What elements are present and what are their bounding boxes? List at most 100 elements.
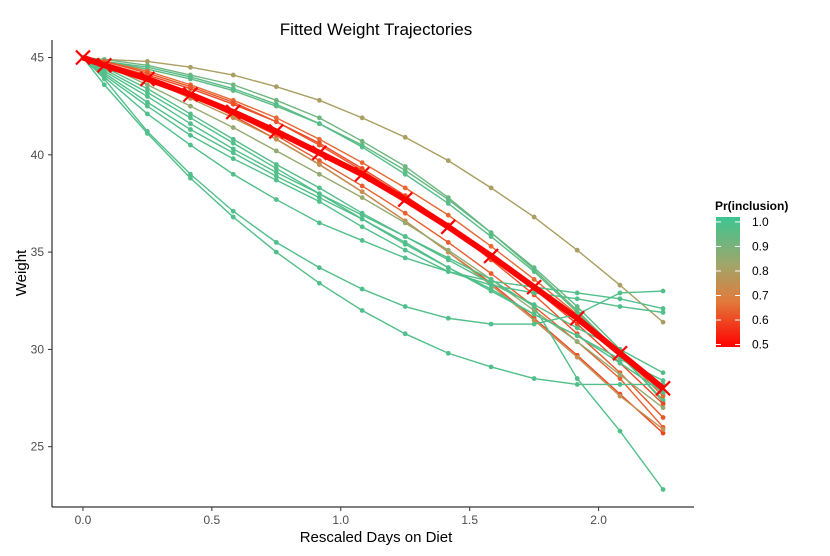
trajectory-point — [660, 401, 666, 407]
trajectory-point — [660, 306, 666, 311]
trajectory-point — [316, 142, 322, 148]
y-tick-label: 25 — [31, 440, 45, 454]
trajectory-point — [660, 405, 666, 411]
trajectory-point — [144, 111, 150, 117]
trajectory-point — [144, 99, 150, 105]
trajectory-point — [230, 125, 236, 130]
trajectory-point — [273, 166, 279, 171]
trajectory-point — [273, 197, 279, 202]
trajectory-point — [230, 140, 236, 146]
trajectory-point — [488, 185, 494, 191]
trajectory-point — [574, 354, 580, 360]
legend-label: 1.0 — [752, 215, 769, 229]
trajectory-point — [188, 64, 193, 70]
trajectory-point — [188, 103, 193, 109]
trajectory-point — [316, 185, 322, 191]
legend-label: 0.8 — [752, 264, 769, 278]
x-tick-label: 0.5 — [204, 513, 221, 527]
trajectory-point — [273, 173, 279, 179]
trajectory-point — [488, 364, 494, 370]
trajectory-point — [359, 286, 365, 292]
trajectory-point — [617, 428, 623, 434]
trajectory-point — [402, 331, 408, 337]
trajectory-point — [531, 376, 537, 381]
trajectory-point — [359, 160, 365, 165]
trajectory-point — [230, 146, 236, 152]
trajectory-point — [359, 216, 365, 222]
trajectory-point — [445, 269, 451, 274]
trajectory-point — [402, 247, 408, 253]
trajectory-19 — [80, 55, 666, 492]
trajectory-point — [617, 360, 623, 366]
trajectory-point — [660, 378, 666, 383]
trajectory-point — [359, 238, 365, 243]
trajectory-point — [617, 393, 623, 399]
trajectory-point — [359, 183, 365, 189]
trajectory-point — [316, 220, 322, 226]
trajectory-point — [531, 265, 537, 271]
trajectory-point — [273, 249, 279, 255]
trajectory-point — [445, 197, 451, 202]
trajectory-line — [82, 56, 664, 428]
trajectory-line — [82, 56, 664, 397]
legend-label: 0.5 — [752, 338, 769, 352]
trajectory-point — [402, 234, 408, 239]
mean-marker-x — [569, 310, 585, 327]
trajectory-5 — [80, 55, 666, 399]
y-tick-label: 35 — [31, 245, 45, 259]
mean-marker-x — [612, 345, 628, 362]
trajectory-point — [445, 158, 451, 164]
mean-marker-x — [225, 104, 242, 120]
trajectory-point — [574, 325, 580, 331]
mean-marker-x — [75, 49, 91, 66]
trajectory-18 — [80, 55, 666, 387]
trajectory-point — [445, 201, 451, 206]
mean-marker-x — [440, 219, 457, 235]
legend-label: 0.7 — [752, 288, 769, 302]
trajectory-point — [488, 286, 494, 292]
trajectory-point — [359, 212, 365, 218]
trajectory-point — [316, 265, 322, 271]
trajectory-point — [445, 265, 451, 271]
trajectory-16 — [80, 55, 666, 311]
trajectory-point — [230, 150, 236, 156]
trajectory-point — [574, 290, 580, 296]
trajectory-point — [488, 234, 494, 239]
trajectory-point — [273, 169, 279, 175]
mean-trajectory — [75, 49, 671, 397]
trajectory-point — [445, 212, 451, 218]
trajectory-point — [617, 304, 623, 309]
trajectory-point — [316, 280, 322, 286]
trajectory-line — [82, 57, 664, 325]
trajectory-point — [660, 310, 666, 315]
trajectory-point — [230, 115, 236, 121]
trajectory-point — [617, 382, 623, 387]
trajectory-point — [660, 319, 666, 325]
trajectory-point — [144, 103, 150, 109]
trajectory-point — [488, 276, 494, 282]
trajectory-point — [359, 144, 365, 150]
mean-marker-x — [354, 166, 370, 183]
trajectory-point — [531, 321, 537, 327]
trajectory-point — [531, 290, 537, 296]
trajectory-point — [617, 376, 623, 381]
trajectory-point — [188, 171, 193, 177]
mean-marker-x — [526, 279, 542, 295]
trajectory-15 — [80, 55, 666, 315]
trajectory-point — [402, 134, 408, 140]
chart-title: Fitted Weight Trajectories — [280, 20, 472, 39]
trajectory-point — [402, 304, 408, 309]
mean-trajectory-line — [81, 54, 665, 391]
trajectory-point — [316, 115, 322, 121]
x-tick-label: 1.5 — [461, 513, 478, 527]
trajectory-point — [574, 333, 580, 339]
trajectory-point — [230, 82, 236, 88]
trajectory-point — [531, 311, 537, 317]
trajectory-point — [488, 230, 494, 236]
trajectory-point — [574, 382, 580, 387]
trajectory-point — [402, 210, 408, 216]
trajectory-point — [273, 136, 279, 142]
trajectory-point — [230, 156, 236, 162]
trajectory-point — [273, 239, 279, 245]
trajectory-point — [574, 376, 580, 381]
